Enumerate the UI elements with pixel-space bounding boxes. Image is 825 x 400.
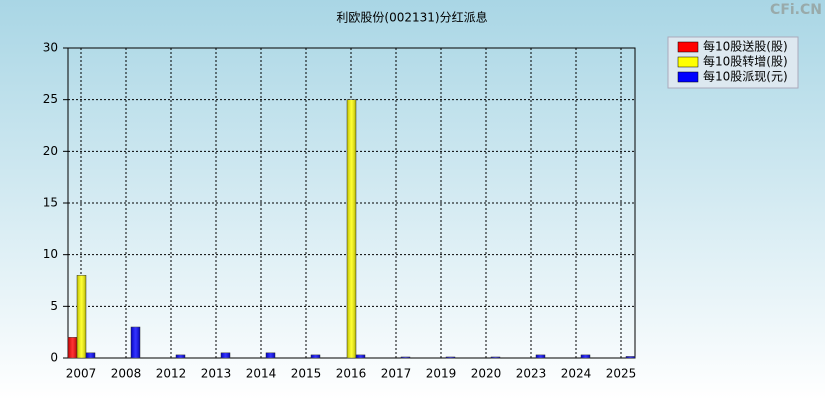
bar-shade [266, 352, 275, 358]
bar-shade [581, 354, 590, 358]
legend-label: 每10股送股(股) [703, 39, 788, 54]
x-tick-label: 2025 [606, 367, 637, 381]
bar-shade [311, 354, 320, 358]
y-tick-label: 20 [43, 144, 58, 158]
bar-shade [77, 275, 86, 358]
x-tick-label: 2023 [516, 367, 547, 381]
x-tick-label: 2024 [561, 367, 592, 381]
bar-shade [221, 352, 230, 358]
y-tick-label: 15 [43, 196, 58, 210]
legend-swatch [677, 71, 699, 83]
y-tick-label: 5 [50, 299, 58, 313]
bar-shade [356, 354, 365, 358]
bar-shade [86, 352, 95, 358]
x-tick-label: 2007 [66, 367, 97, 381]
x-tick-label: 2008 [111, 367, 142, 381]
bar-shade [626, 356, 635, 358]
bar-shade [536, 354, 545, 358]
bar-shade [68, 337, 77, 358]
legend-swatch [677, 41, 699, 53]
y-tick-label: 25 [43, 92, 58, 106]
bar-shade [176, 354, 185, 358]
watermark: CFi.CN [770, 2, 822, 18]
y-tick-label: 10 [43, 247, 58, 261]
x-tick-label: 2017 [381, 367, 412, 381]
legend-swatch [677, 56, 699, 68]
x-tick-label: 2016 [336, 367, 367, 381]
x-tick-label: 2014 [246, 367, 277, 381]
x-tick-label: 2015 [291, 367, 322, 381]
x-tick-label: 2013 [201, 367, 232, 381]
chart-title: 利欧股份(002131)分红派息 [336, 10, 487, 25]
bar-shade [347, 99, 356, 359]
y-tick-label: 0 [50, 351, 58, 365]
bar-shade [446, 356, 455, 358]
x-tick-label: 2020 [471, 367, 502, 381]
bar-shade [401, 356, 410, 358]
bar-shade [131, 327, 140, 358]
x-tick-label: 2019 [426, 367, 457, 381]
bar-shade [491, 356, 500, 358]
x-tick-label: 2012 [156, 367, 187, 381]
legend-label: 每10股派现(元) [703, 69, 788, 84]
legend-label: 每10股转增(股) [703, 54, 788, 69]
y-tick-label: 30 [43, 41, 58, 55]
